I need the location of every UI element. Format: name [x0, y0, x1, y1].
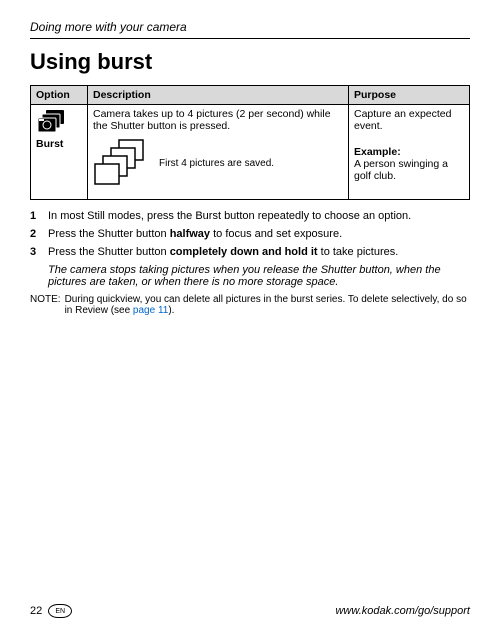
- steps-list: 1 In most Still modes, press the Burst b…: [30, 210, 470, 258]
- cell-purpose: Capture an expected event. Example: A pe…: [349, 105, 470, 200]
- burst-icon: [36, 108, 82, 138]
- step-body: Press the Shutter button halfway to focu…: [48, 228, 470, 240]
- step-text: In most Still modes, press the Burst but…: [48, 210, 411, 222]
- page-number: 22: [30, 605, 42, 617]
- italic-note: The camera stops taking pictures when yo…: [48, 264, 470, 288]
- step-item: 1 In most Still modes, press the Burst b…: [30, 210, 470, 222]
- step-item: 2 Press the Shutter button halfway to fo…: [30, 228, 470, 240]
- page-title: Using burst: [30, 49, 470, 75]
- note-body: During quickview, you can delete all pic…: [65, 294, 470, 316]
- language-badge: EN: [48, 604, 72, 618]
- step-text-bold: halfway: [170, 228, 210, 240]
- note-text-before: During quickview, you can delete all pic…: [65, 294, 467, 316]
- note-text-after: ).: [168, 305, 174, 316]
- burst-table: Option Description Purpose: [30, 85, 470, 200]
- page-header: Doing more with your camera: [30, 20, 470, 34]
- footer: 22 EN www.kodak.com/go/support: [30, 604, 470, 618]
- note: NOTE: During quickview, you can delete a…: [30, 294, 470, 316]
- cell-option: Burst: [31, 105, 88, 200]
- description-text: Camera takes up to 4 pictures (2 per sec…: [93, 108, 343, 132]
- header-rule: [30, 38, 470, 39]
- step-text-before: Press the Shutter button: [48, 228, 170, 240]
- step-text-bold: completely down and hold it: [170, 246, 318, 258]
- example-text: A person swinging a golf club.: [354, 158, 464, 182]
- page: Doing more with your camera Using burst …: [0, 0, 500, 636]
- footer-url: www.kodak.com/go/support: [335, 605, 470, 617]
- table-header-row: Option Description Purpose: [31, 86, 470, 105]
- step-number: 2: [30, 228, 40, 240]
- footer-left: 22 EN: [30, 604, 72, 618]
- th-option: Option: [31, 86, 88, 105]
- step-number: 1: [30, 210, 40, 222]
- th-description: Description: [88, 86, 349, 105]
- step-item: 3 Press the Shutter button completely do…: [30, 246, 470, 258]
- step-text-after: to take pictures.: [318, 246, 399, 258]
- step-number: 3: [30, 246, 40, 258]
- th-purpose: Purpose: [349, 86, 470, 105]
- note-link[interactable]: page 11: [133, 305, 168, 316]
- step-body: In most Still modes, press the Burst but…: [48, 210, 470, 222]
- stack-caption: First 4 pictures are saved.: [159, 158, 274, 169]
- step-text-before: Press the Shutter button: [48, 246, 170, 258]
- step-text-after: to focus and set exposure.: [210, 228, 342, 240]
- table-row: Burst Camera takes up to 4 pictures (2 p…: [31, 105, 470, 200]
- step-body: Press the Shutter button completely down…: [48, 246, 470, 258]
- purpose-text: Capture an expected event.: [354, 108, 464, 132]
- cell-description: Camera takes up to 4 pictures (2 per sec…: [88, 105, 349, 200]
- example-label: Example:: [354, 146, 464, 158]
- stack-icon: [93, 138, 149, 188]
- option-label: Burst: [36, 138, 82, 150]
- note-label: NOTE:: [30, 294, 61, 316]
